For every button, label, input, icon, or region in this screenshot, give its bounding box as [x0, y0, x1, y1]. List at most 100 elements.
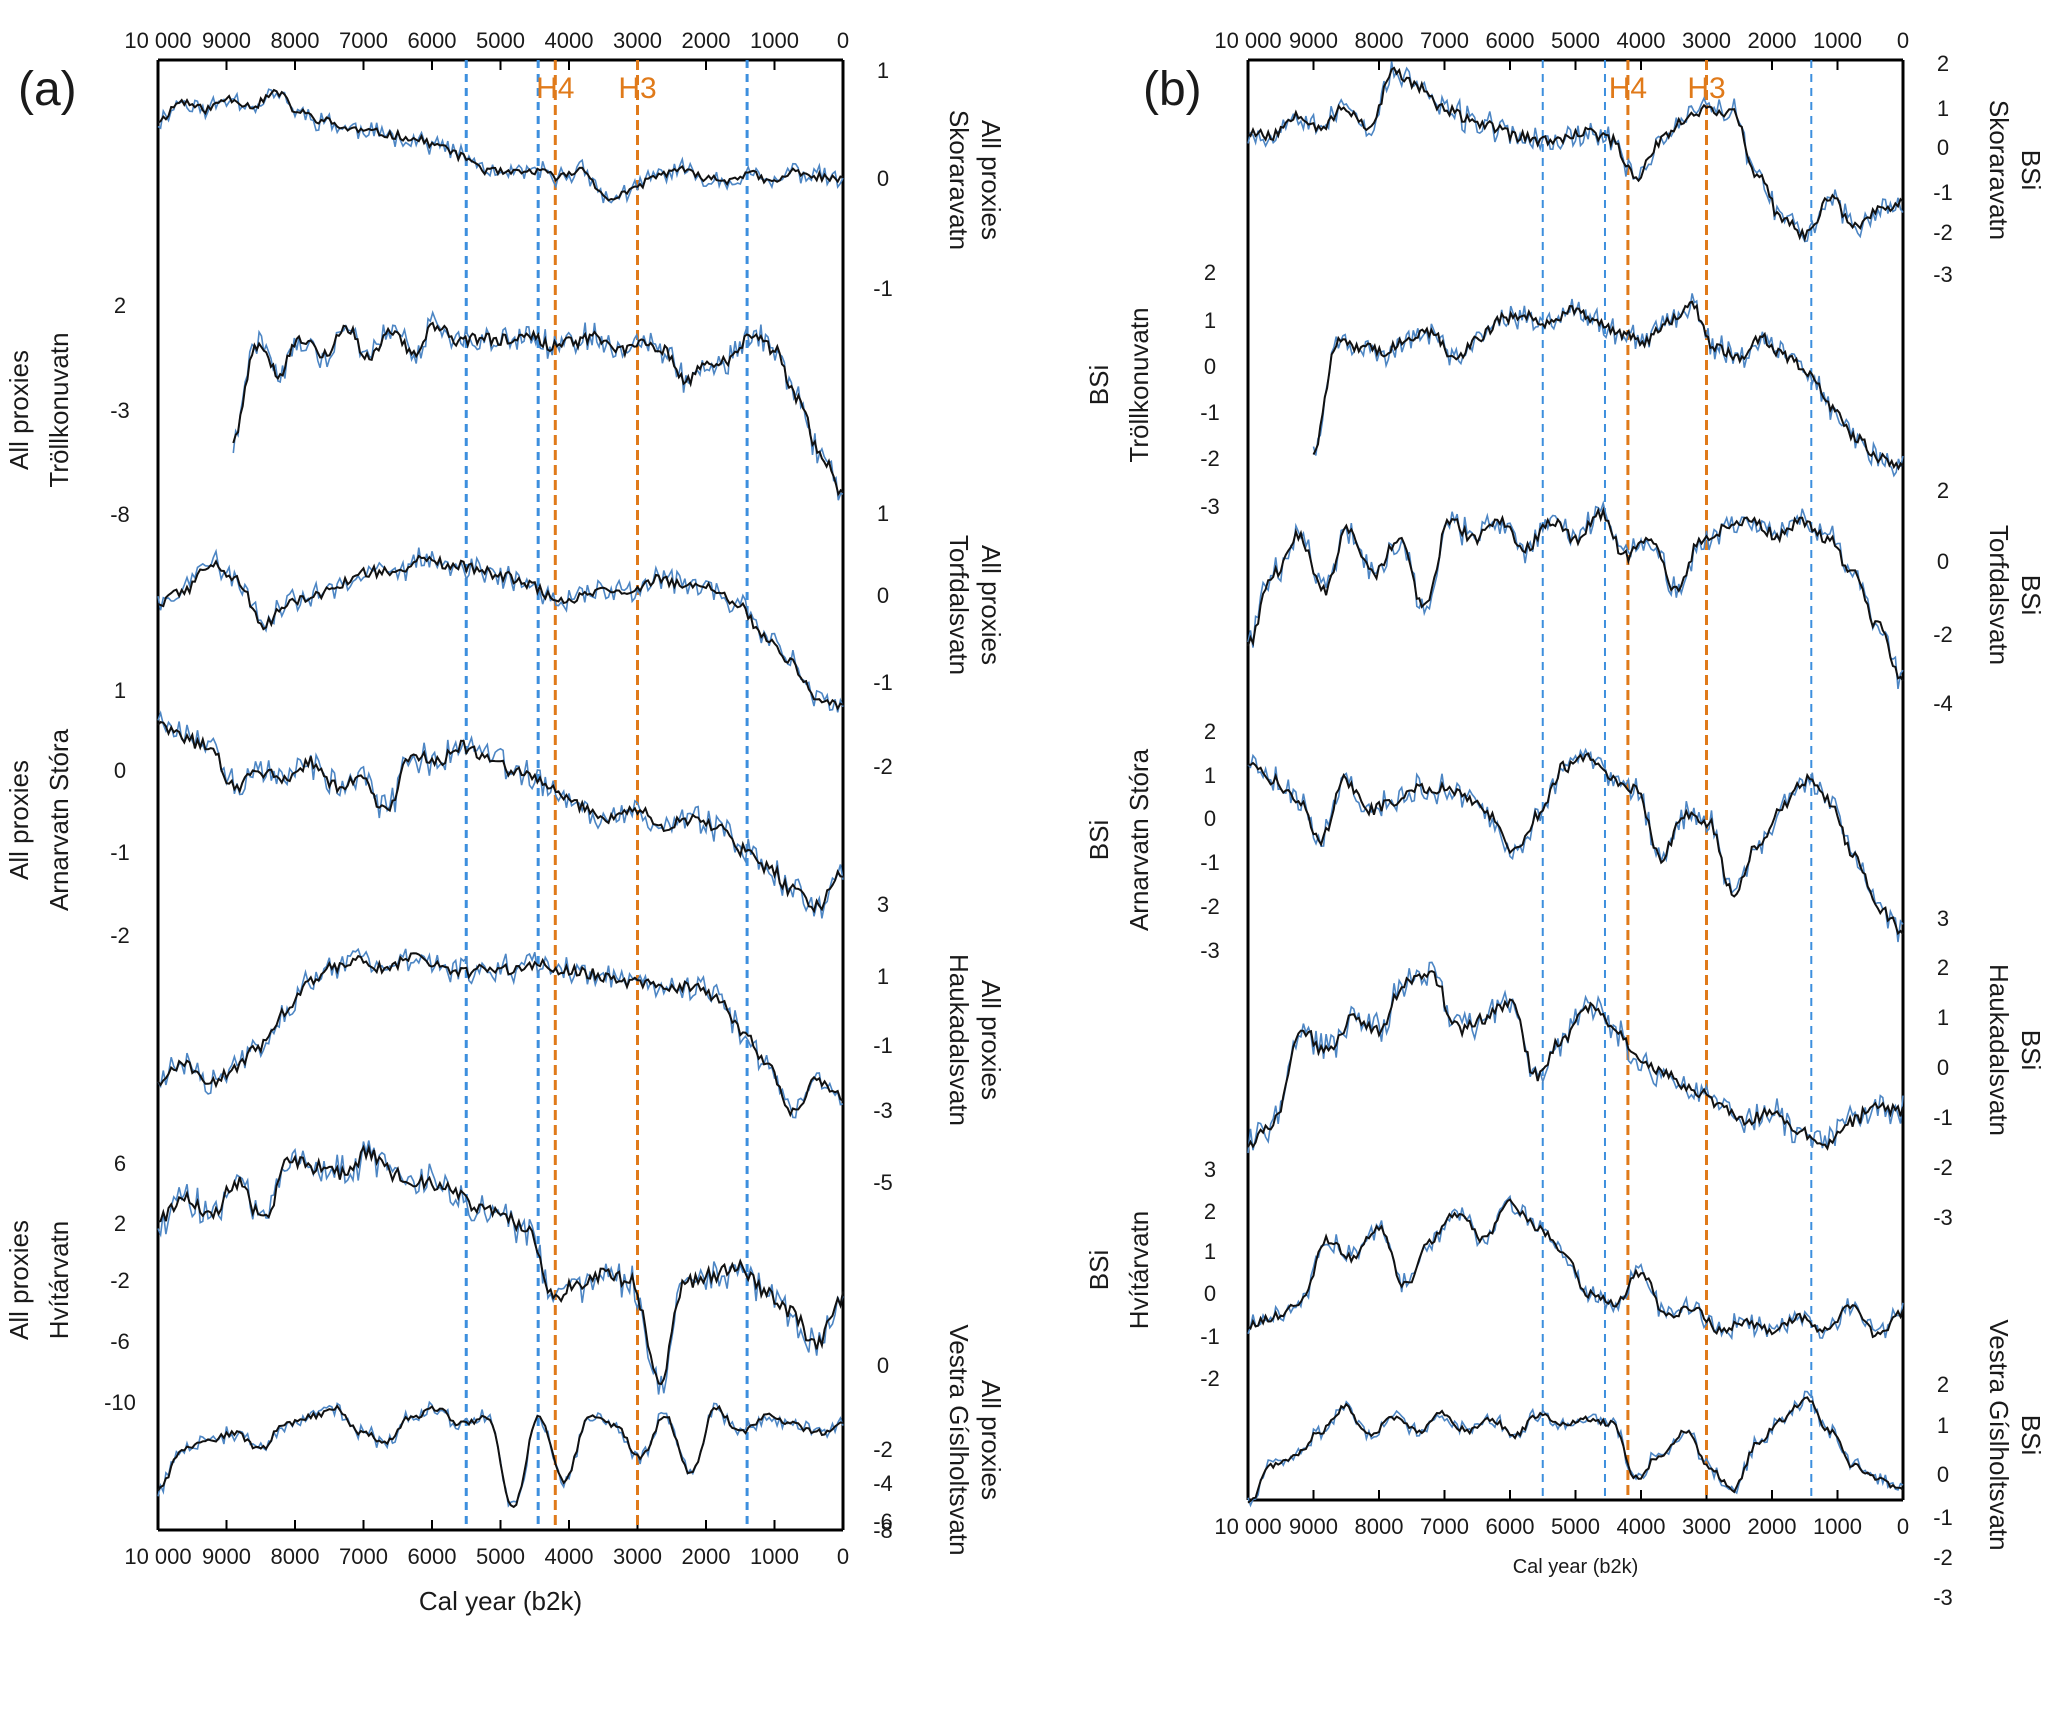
- smoothed-series-line: [1247, 66, 1904, 243]
- x-tick-label-top: 6000: [408, 28, 457, 53]
- tephra-label-h3: H3: [618, 72, 656, 105]
- x-tick-label-bottom: 9000: [1289, 1514, 1338, 1539]
- y-axis-title-line1: BSi: [1084, 1250, 1114, 1290]
- y-tick-label: 2: [1204, 1199, 1216, 1224]
- y-tick-label: -1: [1200, 850, 1220, 875]
- x-tick-label-bottom: 8000: [271, 1544, 320, 1569]
- y-tick-label: 3: [1204, 1157, 1216, 1182]
- raw-series-line: [1247, 500, 1904, 690]
- raw-series-line: [157, 1400, 844, 1508]
- y-axis-title-line2: Arnarvatn Stóra: [44, 728, 74, 911]
- x-tick-label-bottom: 9000: [202, 1544, 251, 1569]
- series-hvitarvatn: 6 2 -2 -6 -10 All proxies Hvítárvatn: [4, 1140, 844, 1415]
- x-tick-label-bottom: 7000: [1420, 1514, 1469, 1539]
- y-tick-label: -1: [1933, 1505, 1953, 1530]
- x-tick-label-top: 1000: [1813, 28, 1862, 53]
- x-tick-label-bottom: 8000: [1355, 1514, 1404, 1539]
- smoothed-series-line: [1312, 300, 1904, 471]
- raw-series-line: [157, 1140, 844, 1395]
- x-tick-label-bottom: 4000: [545, 1544, 594, 1569]
- smoothed-series-line: [157, 1404, 844, 1509]
- y-tick-label: 1: [877, 58, 889, 83]
- x-tick-label-top: 7000: [1420, 28, 1469, 53]
- y-tick-label: 1: [877, 501, 889, 526]
- y-tick-label: 0: [1204, 354, 1216, 379]
- x-tick-label-top: 9000: [202, 28, 251, 53]
- x-tick-label-top: 5000: [1551, 28, 1600, 53]
- y-tick-label: -3: [110, 398, 130, 423]
- tephra-label-h4: H4: [536, 72, 574, 105]
- y-tick-label: 0: [877, 166, 889, 191]
- series-arnarvatn-stora: 1 0 -1 -2 All proxies Arnarvatn Stóra: [4, 678, 844, 948]
- panel-b-label: (b): [1143, 63, 1202, 116]
- y-tick-label: 0: [114, 758, 126, 783]
- y-tick-label: -2: [873, 754, 893, 779]
- y-tick-label: -1: [1933, 180, 1953, 205]
- x-tick-label-top: 9000: [1289, 28, 1338, 53]
- x-tick-label-top: 3000: [1682, 28, 1731, 53]
- y-axis-title-line2: Arnarvatn Stóra: [1124, 748, 1154, 931]
- y-tick-label: -3: [873, 1098, 893, 1123]
- x-tick-label-top: 0: [1897, 28, 1909, 53]
- raw-series-line: [157, 710, 844, 919]
- y-tick-label: -4: [1933, 691, 1953, 716]
- y-tick-label: -1: [873, 276, 893, 301]
- y-axis-title-line2: Tröllkonuvatn: [1124, 307, 1154, 462]
- x-tick-label-bottom: 2000: [682, 1544, 731, 1569]
- x-tick-label-top: 8000: [271, 28, 320, 53]
- x-tick-label-bottom: 6000: [1486, 1514, 1535, 1539]
- y-tick-label: -6: [110, 1329, 130, 1354]
- y-tick-label: -6: [873, 1509, 893, 1534]
- y-tick-label: -3: [1200, 938, 1220, 963]
- x-tick-label-top: 7000: [339, 28, 388, 53]
- y-tick-label: 0: [1204, 1281, 1216, 1306]
- x-axis-title: Cal year (b2k): [419, 1586, 582, 1616]
- y-axis-title-line1: BSi: [2016, 1030, 2046, 1070]
- x-tick-label-top: 4000: [1617, 28, 1666, 53]
- x-tick-label-bottom: 1000: [750, 1544, 799, 1569]
- x-tick-label-top: 2000: [682, 28, 731, 53]
- y-axis-title-line2: Vestra Gíslholtsvatn: [1984, 1319, 2014, 1550]
- raw-series-line: [157, 88, 844, 204]
- x-tick-label-top: 3000: [613, 28, 662, 53]
- y-tick-label: 0: [1937, 135, 1949, 160]
- y-tick-label: 3: [877, 892, 889, 917]
- x-tick-label-bottom: 10 000: [124, 1544, 191, 1569]
- smoothed-series-line: [157, 88, 844, 202]
- y-tick-label: -2: [873, 1437, 893, 1462]
- y-axis-title-line2: Skoraravatn: [1984, 100, 2014, 240]
- smoothed-series-line: [1247, 970, 1904, 1151]
- y-tick-label: 2: [1937, 51, 1949, 76]
- y-tick-label: -1: [110, 840, 130, 865]
- y-tick-label: 1: [1937, 1005, 1949, 1030]
- y-tick-label: -1: [1933, 1105, 1953, 1130]
- y-tick-label: 0: [1937, 1462, 1949, 1487]
- y-tick-label: 0: [1204, 806, 1216, 831]
- y-tick-label: -8: [110, 502, 130, 527]
- y-tick-label: 3: [1937, 906, 1949, 931]
- smoothed-series-line: [157, 721, 844, 914]
- x-tick-label-bottom: 0: [1897, 1514, 1909, 1539]
- y-axis-title-line2: Haukadalsvatn: [944, 954, 974, 1126]
- y-tick-label: 0: [877, 583, 889, 608]
- x-tick-label-bottom: 0: [837, 1544, 849, 1569]
- x-tick-label-top: 1000: [750, 28, 799, 53]
- smoothed-series-line: [1247, 1396, 1904, 1504]
- y-tick-label: -4: [873, 1471, 893, 1496]
- x-tick-label-bottom: 6000: [408, 1544, 457, 1569]
- y-tick-label: 1: [1204, 763, 1216, 788]
- y-tick-label: -2: [110, 1268, 130, 1293]
- series-hvitarvatn: 3 2 1 0 -1 -2 BSi Hvítárvatn: [1084, 1157, 1904, 1391]
- y-tick-label: 1: [1937, 96, 1949, 121]
- x-tick-label-bottom: 3000: [613, 1544, 662, 1569]
- raw-series-line: [1247, 1390, 1904, 1508]
- panel-a-label: (a): [18, 63, 77, 116]
- y-tick-label: -1: [873, 1033, 893, 1058]
- smoothed-series-line: [1247, 506, 1904, 682]
